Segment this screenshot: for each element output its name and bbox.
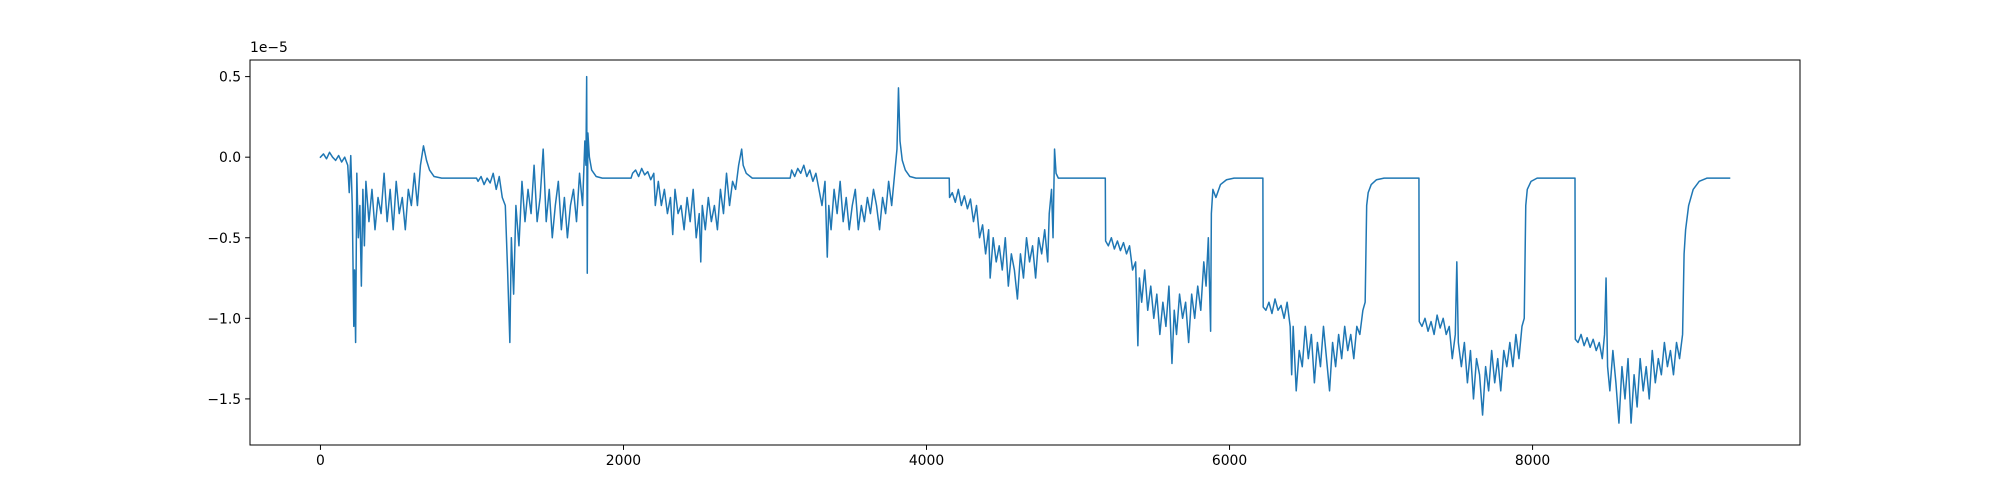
x-tick-label: 2000 xyxy=(606,453,641,469)
y-tick-label: 0.0 xyxy=(219,150,241,166)
x-tick-label: 6000 xyxy=(1212,453,1247,469)
axes-frame xyxy=(249,59,1801,446)
y-tick-label: 0.5 xyxy=(219,70,241,86)
y-tick-label: −1.0 xyxy=(207,311,241,327)
y-tick-label: −0.5 xyxy=(207,231,241,247)
data-line xyxy=(319,75,1731,424)
x-tick-label: 4000 xyxy=(909,453,944,469)
y-tick-label: −1.5 xyxy=(207,392,241,408)
offset-text: 1e−5 xyxy=(250,40,288,56)
x-tick-label: 8000 xyxy=(1515,453,1550,469)
x-tick-label: 0 xyxy=(316,453,325,469)
